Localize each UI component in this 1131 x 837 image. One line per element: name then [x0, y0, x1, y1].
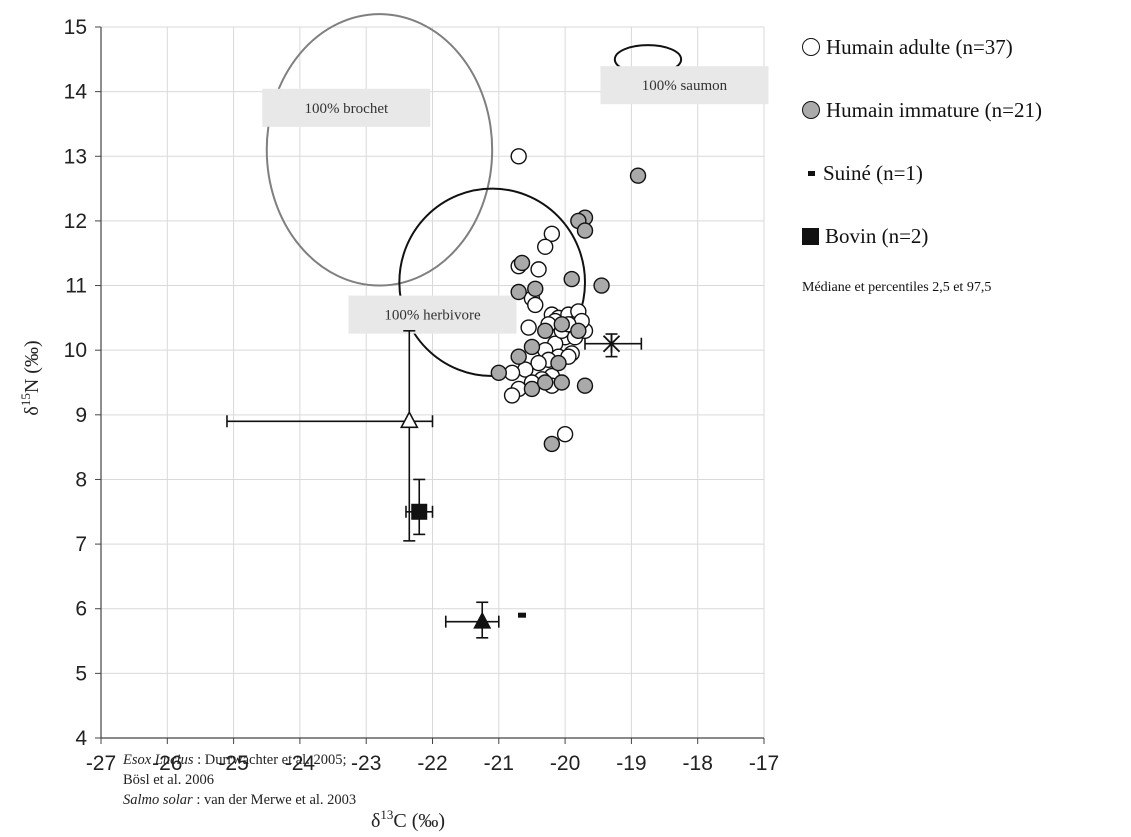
point-humain-immature — [553, 374, 570, 391]
legend-label: Humain immature (n=21) — [826, 97, 1042, 122]
x-tick-label: -24 — [285, 752, 316, 775]
legend-item-humain-adulte: Humain adulte (n=37) — [802, 32, 1042, 62]
point-humain-immature — [490, 364, 507, 382]
point-humain-adulte — [530, 261, 547, 278]
zone-label-text: 100% herbivore — [384, 308, 481, 324]
point-humain-immature — [523, 338, 541, 356]
x-tick-label: -19 — [616, 752, 646, 775]
x-tick-label: -20 — [550, 752, 580, 775]
x-tick-label: -23 — [351, 752, 381, 775]
legend-item-suine: Suiné (n=1) — [802, 158, 1042, 188]
zone-labels: 100% brochet 100% herbivore 100% saumon — [262, 66, 769, 334]
data-points — [412, 148, 647, 618]
point-humain-adulte — [543, 225, 561, 243]
x-tick-label: -21 — [484, 752, 514, 775]
point-humain-immature — [537, 374, 554, 391]
point-humain-immature — [629, 167, 647, 184]
zone-ellipse — [265, 13, 494, 287]
point-humain-immature — [513, 254, 531, 272]
references: Esox Lucius : Durrwachter et al. 2005; B… — [123, 750, 356, 810]
y-tick-label: 7 — [75, 533, 87, 556]
legend-item-humain-immature: Humain immature (n=21) — [802, 95, 1042, 125]
filled-triangle-marker — [473, 611, 492, 629]
point-humain-adulte — [510, 148, 527, 165]
zone-label-box — [262, 88, 431, 127]
x-tick-label: -18 — [683, 752, 713, 775]
x-axis-label: δ13C (‰) — [371, 807, 445, 832]
gray-circle-icon — [802, 101, 820, 119]
y-axis-label-rest: N (‰) — [21, 340, 43, 393]
point-humain-immature — [543, 435, 561, 453]
open-triangle-marker — [399, 410, 419, 429]
point-humain-immature — [563, 270, 580, 288]
point-humain-immature — [553, 316, 570, 333]
square-icon — [802, 227, 819, 245]
y-tick-label: 12 — [64, 210, 87, 233]
point-humain-immature — [523, 380, 541, 398]
y-tick-label: 8 — [75, 468, 87, 491]
point-humain-immature — [537, 322, 554, 339]
point-humain-immature — [550, 354, 567, 372]
axes: -27 -26 -25 -24 -23 -22 -21 -20 -19 -18 -17 4 5 6 7 8 9 1… — [64, 16, 780, 775]
y-axis-label-sup: 15 — [18, 393, 33, 406]
zone-label-text: 100% brochet — [304, 101, 389, 117]
x-tick-label: -17 — [749, 752, 779, 775]
point-humain-adulte — [527, 296, 544, 314]
point-humain-adulte — [537, 238, 554, 255]
legend-label: Suiné (n=1) — [823, 160, 923, 185]
legend-item-bovin: Bovin (n=2) — [802, 221, 1042, 251]
point-humain-adulte — [530, 354, 547, 372]
point-humain-immature — [510, 283, 527, 301]
legend-label: Humain adulte (n=37) — [826, 34, 1013, 59]
y-tick-label: 14 — [64, 81, 88, 104]
legend: Humain adulte (n=37) Humain immature (n=… — [802, 32, 1042, 296]
dash-icon — [808, 170, 815, 176]
x-axis-label-rest: C (‰) — [393, 810, 445, 832]
x-tick-label: -27 — [86, 752, 116, 775]
y-axis-label: δ15N (‰) — [18, 340, 43, 415]
y-tick-label: 13 — [64, 145, 87, 168]
reference-esox: Esox Lucius : Durrwachter et al. 2005; — [123, 750, 356, 770]
x-tick-label: -25 — [218, 752, 248, 775]
y-tick-label: 4 — [75, 727, 87, 750]
y-tick-label: 6 — [75, 598, 87, 621]
point-humain-adulte — [556, 426, 574, 443]
point-humain-immature — [570, 322, 587, 339]
reference-esox-2: Bösl et al. 2006 — [123, 772, 215, 788]
zone-label-box — [600, 66, 769, 105]
x-axis-label-delta: δ — [371, 810, 380, 832]
error-bar-markers — [226, 329, 643, 639]
reference-text: : Durrwachter et al. 2005; — [193, 752, 347, 768]
point-humain-immature — [593, 277, 610, 294]
species-name: Esox Lucius — [123, 752, 194, 768]
zone-label-text: 100% saumon — [642, 78, 728, 94]
point-humain-immature — [510, 348, 527, 365]
legend-label: Bovin (n=2) — [825, 223, 929, 248]
point-bovin — [412, 504, 427, 519]
species-name: Salmo solar — [123, 792, 193, 808]
open-circle-icon — [802, 38, 820, 56]
point-humain-adulte — [520, 319, 537, 336]
legend-note: Médiane et percentiles 2,5 et 97,5 — [802, 280, 992, 295]
y-tick-label: 10 — [64, 339, 87, 362]
x-axis-label-sup: 13 — [380, 807, 393, 822]
point-humain-adulte — [503, 387, 521, 404]
reference-text: : van der Merwe et al. 2003 — [192, 792, 357, 808]
point-humain-immature — [527, 280, 544, 297]
y-tick-label: 5 — [75, 662, 87, 685]
point-humain-immature — [576, 377, 594, 394]
reference-salmo: Salmo solar : van der Merwe et al. 2003 — [123, 790, 356, 810]
y-tick-label: 11 — [65, 275, 87, 298]
y-axis-label-delta: δ — [21, 406, 43, 415]
grid-lines — [100, 26, 765, 739]
y-tick-label: 15 — [64, 16, 87, 39]
x-tick-label: -26 — [152, 752, 182, 775]
x-tick-label: -22 — [417, 752, 447, 775]
zone-label-box — [348, 295, 517, 334]
point-humain-immature — [576, 222, 594, 239]
y-tick-label: 9 — [75, 404, 87, 427]
point-suine — [518, 612, 527, 618]
